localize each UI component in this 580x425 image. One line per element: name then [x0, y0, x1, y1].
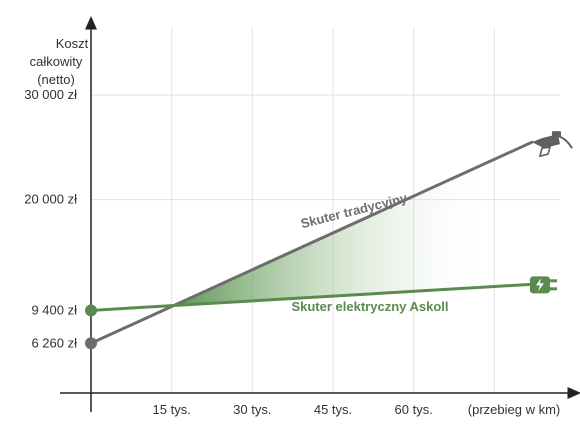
traditional-start-point — [85, 337, 97, 350]
x-tick-label: 45 tys. — [314, 402, 352, 417]
series-label-electric: Skuter elektryczny Askoll — [291, 299, 448, 314]
x-tick-label: 60 tys. — [395, 402, 433, 417]
x-tick-labels: 15 tys. 30 tys. 45 tys. 60 tys. — [153, 402, 433, 417]
fuel-nozzle-icon — [531, 131, 573, 158]
y-tick-label: 9 400 zł — [31, 302, 77, 317]
y-tick-label: 30 000 zł — [24, 87, 77, 102]
y-axis-title-line: całkowity — [30, 54, 83, 69]
y-axis-title: Koszt całkowity (netto) — [30, 36, 89, 87]
traditional-scooter-line — [89, 140, 534, 345]
y-tick-label: 6 260 zł — [31, 335, 77, 350]
y-tick-label: 20 000 zł — [24, 192, 77, 207]
electric-plug-icon — [529, 276, 557, 294]
series — [85, 140, 534, 350]
y-tick-labels: 6 260 zł 9 400 zł 20 000 zł 30 000 zł — [24, 87, 77, 350]
electric-start-point — [85, 304, 97, 317]
y-axis-title-line: Koszt — [56, 36, 89, 51]
x-axis-title: (przebieg w km) — [468, 402, 560, 417]
y-axis-title-line: (netto) — [37, 72, 75, 87]
x-tick-label: 15 tys. — [153, 402, 191, 417]
x-tick-label: 30 tys. — [233, 402, 271, 417]
electric-scooter-line — [89, 282, 534, 312]
